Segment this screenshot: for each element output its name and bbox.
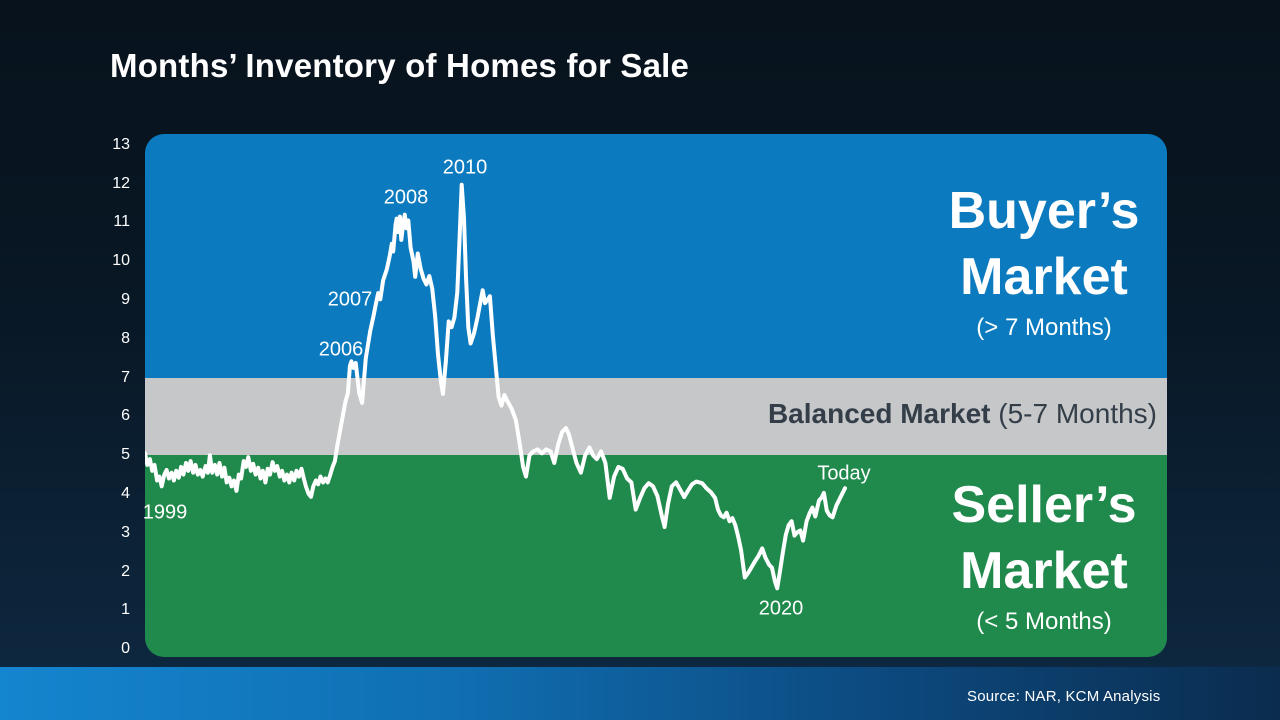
y-tick-0: 0 [121,640,130,658]
balanced-market-band [145,377,1167,456]
page-title: Months’ Inventory of Homes for Sale [110,47,690,84]
y-tick-2: 2 [121,562,130,580]
y-axis: 0 1 2 3 4 5 6 7 8 9 10 11 12 13 [0,0,132,720]
buyers-market-subtitle: (> 7 Months) [976,314,1112,341]
buyers-market-title-line2: Market [960,248,1128,306]
source-text: Source: NAR, KCM Analysis [967,688,1161,705]
balanced-market-label: Balanced Market (5-7 Months) [145,399,1157,429]
buyers-market-band [145,134,1167,378]
y-tick-10: 10 [112,252,130,270]
y-tick-6: 6 [121,407,130,425]
sellers-market-label: Seller’s Market (< 5 Months) [908,472,1180,636]
y-tick-8: 8 [121,329,130,347]
chart-plot-area [145,134,1167,657]
y-tick-9: 9 [121,291,130,309]
y-tick-7: 7 [121,368,130,386]
sellers-market-subtitle: (< 5 Months) [976,608,1112,635]
inventory-line-chart [145,182,847,591]
y-tick-4: 4 [121,485,130,503]
balanced-market-title: Balanced Market [767,398,991,429]
buyers-market-title-line1: Buyer’s [948,182,1140,240]
y-tick-1: 1 [121,601,130,619]
sellers-market-title-line1: Seller’s [951,476,1137,534]
y-tick-3: 3 [121,523,130,541]
y-tick-11: 11 [113,213,130,231]
footer-bar [0,667,1280,720]
y-tick-12: 12 [112,174,130,192]
sellers-market-title-line2: Market [960,542,1128,600]
y-tick-13: 13 [112,135,130,153]
y-tick-5: 5 [121,446,130,464]
buyers-market-label: Buyer’s Market (> 7 Months) [908,178,1180,342]
balanced-market-subtitle: (5-7 Months) [990,398,1157,429]
inventory-line [145,182,847,591]
